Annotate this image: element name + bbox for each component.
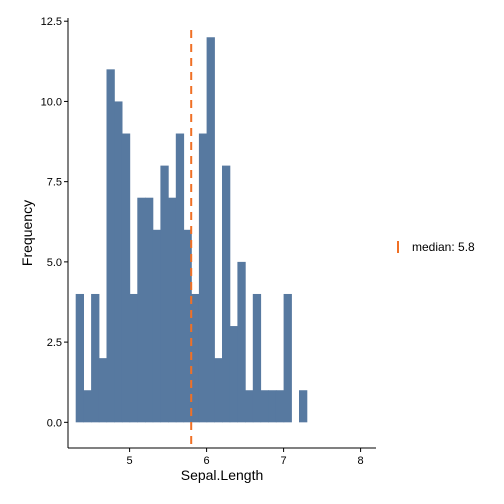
histogram-bar xyxy=(83,390,92,423)
histogram-bar xyxy=(183,229,192,423)
y-axis-title: Frequency xyxy=(19,200,35,266)
histogram-bar xyxy=(160,165,169,423)
histogram-bar xyxy=(299,390,308,423)
x-tick-label: 6 xyxy=(204,455,210,467)
histogram-bar xyxy=(145,197,154,423)
y-tick-label: 2.5 xyxy=(47,337,62,349)
histogram-bar xyxy=(121,133,131,423)
histogram-bar xyxy=(206,37,215,423)
legend: median: 5.8 xyxy=(397,240,475,254)
x-tick-label: 7 xyxy=(281,455,287,467)
histogram-bar xyxy=(245,390,254,423)
histogram-bar xyxy=(168,197,177,423)
histogram-bar xyxy=(198,133,208,423)
legend-label-median: median: 5.8 xyxy=(412,240,475,254)
x-axis: 5 6 7 8 xyxy=(68,447,376,467)
histogram-bar xyxy=(152,229,161,423)
bars-group xyxy=(75,37,308,423)
histogram-bar xyxy=(114,101,123,423)
histogram-bar xyxy=(191,293,200,423)
histogram-bar xyxy=(129,293,138,423)
histogram-bar xyxy=(268,390,277,423)
histogram-bar xyxy=(283,293,292,423)
histogram-bar xyxy=(175,133,185,423)
x-axis-title: Sepal.Length xyxy=(181,467,264,483)
histogram-bar xyxy=(214,358,223,423)
y-tick-label: 7.5 xyxy=(47,177,62,189)
y-tick-label: 10.0 xyxy=(41,96,62,108)
y-tick-label: 5.0 xyxy=(47,257,62,269)
histogram-bar xyxy=(222,165,231,423)
histogram-bar xyxy=(260,390,269,423)
histogram-bar xyxy=(98,358,108,423)
histogram-bar xyxy=(91,293,100,423)
histogram-bar xyxy=(237,261,246,423)
y-tick-label: 12.5 xyxy=(41,16,62,28)
histogram-bar xyxy=(252,293,262,423)
y-tick-label: 0.0 xyxy=(47,417,62,429)
histogram-bar xyxy=(137,197,146,423)
histogram-bar xyxy=(106,69,115,423)
x-tick-label: 5 xyxy=(127,455,133,467)
histogram-bar xyxy=(75,293,84,423)
x-tick-label: 8 xyxy=(358,455,364,467)
histogram-bar xyxy=(275,390,285,423)
histogram-bar xyxy=(229,326,238,423)
y-axis: 0.0 2.5 5.0 7.5 10.0 12.5 xyxy=(41,16,69,448)
